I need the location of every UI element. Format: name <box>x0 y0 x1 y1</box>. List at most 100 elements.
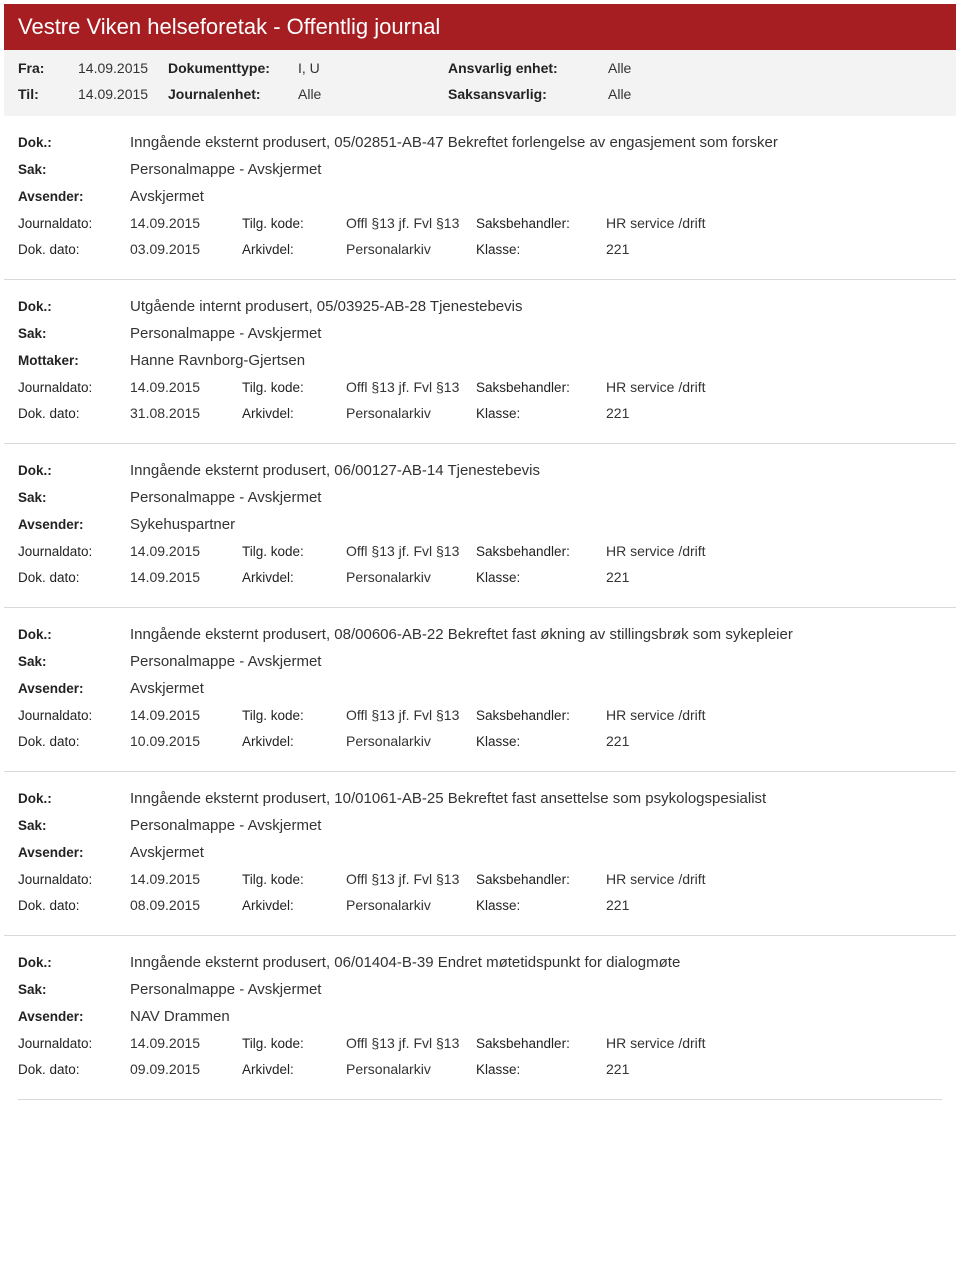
arkivdel-value: Personalarkiv <box>346 897 476 913</box>
journaldato-label: Journaldato: <box>18 216 130 231</box>
sak-value: Personalmappe - Avskjermet <box>130 653 942 670</box>
tilgkode-label: Tilg. kode: <box>242 216 346 231</box>
filter-til-label: Til: <box>18 86 78 102</box>
tilgkode-value: Offl §13 jf. Fvl §13 <box>346 871 476 887</box>
saksbehandler-value: HR service /drift <box>606 1035 806 1051</box>
party-label: Avsender: <box>18 845 130 860</box>
journaldato-label: Journaldato: <box>18 872 130 887</box>
filter-til-value: 14.09.2015 <box>78 86 168 102</box>
party-value: Avskjermet <box>130 680 942 697</box>
arkivdel-label: Arkivdel: <box>242 734 346 749</box>
sak-label: Sak: <box>18 654 130 669</box>
journaldato-value: 14.09.2015 <box>130 543 242 559</box>
sak-label: Sak: <box>18 818 130 833</box>
saksbehandler-value: HR service /drift <box>606 707 806 723</box>
tilgkode-value: Offl §13 jf. Fvl §13 <box>346 1035 476 1051</box>
sak-value: Personalmappe - Avskjermet <box>130 161 942 178</box>
dok-value: Inngående eksternt produsert, 10/01061-A… <box>130 790 942 807</box>
dokdato-value: 09.09.2015 <box>130 1061 242 1077</box>
dok-value: Inngående eksternt produsert, 05/02851-A… <box>130 134 942 151</box>
bottom-rule <box>18 1099 942 1100</box>
dok-value: Utgående internt produsert, 05/03925-AB-… <box>130 298 942 315</box>
party-value: Hanne Ravnborg-Gjertsen <box>130 352 942 369</box>
sak-label: Sak: <box>18 490 130 505</box>
dokdato-value: 10.09.2015 <box>130 733 242 749</box>
klasse-value: 221 <box>606 241 806 257</box>
dokdato-label: Dok. dato: <box>18 898 130 913</box>
tilgkode-label: Tilg. kode: <box>242 380 346 395</box>
tilgkode-value: Offl §13 jf. Fvl §13 <box>346 379 476 395</box>
arkivdel-value: Personalarkiv <box>346 405 476 421</box>
tilgkode-label: Tilg. kode: <box>242 544 346 559</box>
sak-value: Personalmappe - Avskjermet <box>130 325 942 342</box>
dokdato-label: Dok. dato: <box>18 406 130 421</box>
party-label: Avsender: <box>18 189 130 204</box>
klasse-value: 221 <box>606 405 806 421</box>
journaldato-label: Journaldato: <box>18 708 130 723</box>
saksbehandler-label: Saksbehandler: <box>476 380 606 395</box>
klasse-value: 221 <box>606 733 806 749</box>
dokdato-label: Dok. dato: <box>18 570 130 585</box>
entries-list: Dok.: Inngående eksternt produsert, 05/0… <box>4 116 956 1099</box>
filter-saksansvarlig-value: Alle <box>608 86 728 102</box>
journaldato-value: 14.09.2015 <box>130 871 242 887</box>
arkivdel-label: Arkivdel: <box>242 1062 346 1077</box>
arkivdel-value: Personalarkiv <box>346 569 476 585</box>
klasse-value: 221 <box>606 897 806 913</box>
journal-entry: Dok.: Inngående eksternt produsert, 10/0… <box>4 771 956 935</box>
filter-ansvarlig-label: Ansvarlig enhet: <box>448 60 608 76</box>
journal-entry: Dok.: Utgående internt produsert, 05/039… <box>4 279 956 443</box>
tilgkode-label: Tilg. kode: <box>242 872 346 887</box>
sak-label: Sak: <box>18 982 130 997</box>
arkivdel-value: Personalarkiv <box>346 1061 476 1077</box>
dokdato-value: 08.09.2015 <box>130 897 242 913</box>
journal-entry: Dok.: Inngående eksternt produsert, 06/0… <box>4 935 956 1099</box>
journal-entry: Dok.: Inngående eksternt produsert, 05/0… <box>4 116 956 279</box>
dok-label: Dok.: <box>18 955 130 970</box>
party-value: Sykehuspartner <box>130 516 942 533</box>
journaldato-value: 14.09.2015 <box>130 1035 242 1051</box>
klasse-value: 221 <box>606 1061 806 1077</box>
party-label: Avsender: <box>18 681 130 696</box>
klasse-value: 221 <box>606 569 806 585</box>
saksbehandler-value: HR service /drift <box>606 871 806 887</box>
saksbehandler-value: HR service /drift <box>606 379 806 395</box>
filter-fra-label: Fra: <box>18 60 78 76</box>
saksbehandler-label: Saksbehandler: <box>476 544 606 559</box>
arkivdel-label: Arkivdel: <box>242 242 346 257</box>
dokdato-label: Dok. dato: <box>18 1062 130 1077</box>
sak-value: Personalmappe - Avskjermet <box>130 817 942 834</box>
arkivdel-value: Personalarkiv <box>346 241 476 257</box>
party-label: Mottaker: <box>18 353 130 368</box>
party-value: NAV Drammen <box>130 1008 942 1025</box>
dokdato-value: 14.09.2015 <box>130 569 242 585</box>
journaldato-value: 14.09.2015 <box>130 215 242 231</box>
tilgkode-label: Tilg. kode: <box>242 1036 346 1051</box>
filter-doktype-label: Dokumenttype: <box>168 60 298 76</box>
party-value: Avskjermet <box>130 844 942 861</box>
klasse-label: Klasse: <box>476 570 606 585</box>
journal-entry: Dok.: Inngående eksternt produsert, 08/0… <box>4 607 956 771</box>
dok-value: Inngående eksternt produsert, 06/01404-B… <box>130 954 942 971</box>
sak-label: Sak: <box>18 326 130 341</box>
tilgkode-label: Tilg. kode: <box>242 708 346 723</box>
sak-value: Personalmappe - Avskjermet <box>130 981 942 998</box>
journaldato-label: Journaldato: <box>18 1036 130 1051</box>
party-value: Avskjermet <box>130 188 942 205</box>
filter-journalenhet-value: Alle <box>298 86 448 102</box>
saksbehandler-value: HR service /drift <box>606 543 806 559</box>
sak-value: Personalmappe - Avskjermet <box>130 489 942 506</box>
arkivdel-value: Personalarkiv <box>346 733 476 749</box>
party-label: Avsender: <box>18 517 130 532</box>
saksbehandler-value: HR service /drift <box>606 215 806 231</box>
tilgkode-value: Offl §13 jf. Fvl §13 <box>346 215 476 231</box>
saksbehandler-label: Saksbehandler: <box>476 216 606 231</box>
dok-label: Dok.: <box>18 135 130 150</box>
journaldato-value: 14.09.2015 <box>130 707 242 723</box>
dok-label: Dok.: <box>18 463 130 478</box>
arkivdel-label: Arkivdel: <box>242 898 346 913</box>
dokdato-value: 03.09.2015 <box>130 241 242 257</box>
saksbehandler-label: Saksbehandler: <box>476 1036 606 1051</box>
arkivdel-label: Arkivdel: <box>242 570 346 585</box>
arkivdel-label: Arkivdel: <box>242 406 346 421</box>
